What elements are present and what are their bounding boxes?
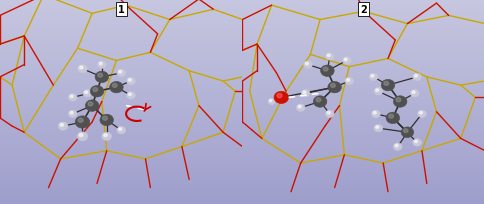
Circle shape [395,98,400,102]
Circle shape [103,117,107,121]
Circle shape [414,75,417,78]
Circle shape [323,68,327,72]
Circle shape [327,112,330,114]
Circle shape [409,90,418,98]
Circle shape [327,82,341,93]
Circle shape [370,75,373,78]
Circle shape [109,82,123,93]
Circle shape [325,111,333,118]
Circle shape [393,96,406,108]
Circle shape [126,92,135,100]
Circle shape [117,70,125,77]
Circle shape [417,111,425,118]
Circle shape [77,65,87,73]
Circle shape [412,139,421,146]
Circle shape [373,88,382,95]
Circle shape [403,129,407,133]
Circle shape [375,126,378,129]
Circle shape [119,71,121,74]
Circle shape [79,134,83,137]
Circle shape [100,115,113,126]
Circle shape [320,66,333,77]
Circle shape [388,115,393,119]
Circle shape [371,111,379,118]
Circle shape [102,133,111,141]
Circle shape [298,106,301,108]
Circle shape [267,99,274,105]
Circle shape [296,104,304,112]
Circle shape [104,134,107,137]
Circle shape [414,140,417,143]
Circle shape [373,125,382,132]
Circle shape [316,98,320,102]
Circle shape [368,74,377,81]
Circle shape [90,86,104,98]
Circle shape [95,72,108,83]
Circle shape [97,62,106,69]
Circle shape [68,111,77,118]
Circle shape [78,118,83,123]
Circle shape [342,58,350,65]
Circle shape [412,74,421,81]
Circle shape [128,93,131,96]
Circle shape [98,74,102,78]
Circle shape [77,132,88,141]
Circle shape [68,94,77,102]
Circle shape [128,79,131,82]
Circle shape [119,128,121,131]
Text: 2: 2 [360,5,366,15]
Circle shape [85,100,99,112]
Circle shape [126,78,135,85]
Circle shape [79,67,83,70]
Circle shape [313,96,326,108]
Circle shape [393,143,401,151]
Text: 1: 1 [118,5,124,15]
Circle shape [75,116,90,129]
Circle shape [305,63,308,65]
Circle shape [325,53,333,61]
Circle shape [70,112,73,114]
Circle shape [346,79,349,82]
Circle shape [99,63,102,65]
Circle shape [375,89,378,92]
Circle shape [400,127,413,138]
Circle shape [394,144,397,147]
Circle shape [344,78,353,85]
Circle shape [85,91,88,94]
Circle shape [344,59,347,61]
Circle shape [327,55,330,57]
Circle shape [269,100,272,102]
Circle shape [117,127,125,134]
Circle shape [419,112,422,114]
Circle shape [60,124,63,127]
Circle shape [373,112,376,114]
Circle shape [83,90,91,98]
Circle shape [302,91,305,94]
Circle shape [380,80,394,91]
Circle shape [301,90,309,98]
Circle shape [93,88,97,92]
Circle shape [112,84,117,88]
Circle shape [88,102,92,106]
Circle shape [385,113,399,124]
Circle shape [383,82,388,86]
Circle shape [303,62,312,69]
Circle shape [58,122,68,131]
Circle shape [276,94,282,98]
Circle shape [70,95,73,98]
Circle shape [330,84,334,88]
Circle shape [411,91,414,94]
Circle shape [273,92,288,104]
